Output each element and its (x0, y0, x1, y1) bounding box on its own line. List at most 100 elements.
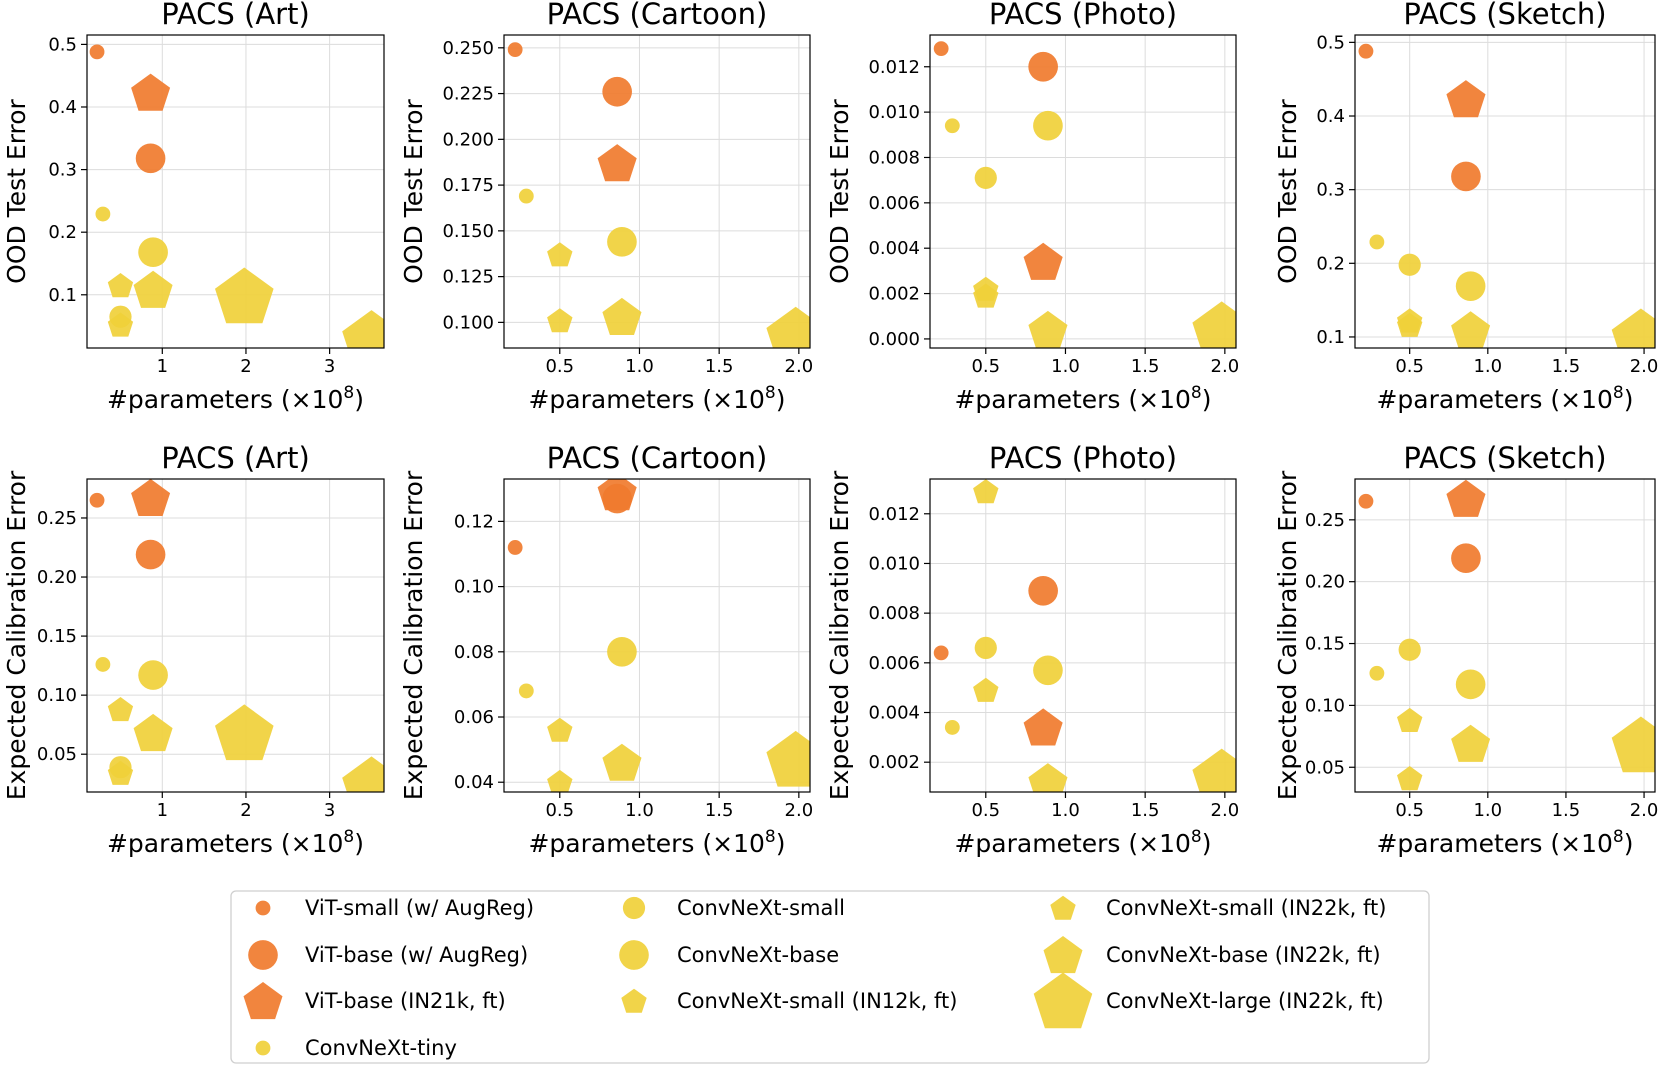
subplot-title: PACS (Sketch) (1403, 441, 1606, 475)
y-tick-label: 0.2 (48, 222, 77, 243)
axes-frame (1354, 478, 1656, 793)
point-convnext-large-in22k (766, 306, 810, 348)
x-tick-label: 0.5 (971, 356, 1000, 377)
x-axis-label: #parameters (×108) (107, 383, 364, 414)
x-tick-label: 0.5 (1395, 800, 1424, 821)
x-tick-label: 0.5 (1395, 356, 1424, 377)
point-vit-base-augreg (1451, 543, 1481, 573)
point-vit-base-in21k (1446, 479, 1486, 517)
point-convnext-large-in22k (1611, 716, 1655, 773)
subplot-title: PACS (Art) (161, 0, 310, 31)
x-tick-label: 0.5 (971, 800, 1000, 821)
legend-marker (622, 896, 646, 920)
point-convnext-small-in22k (107, 312, 134, 337)
x-tick-label: 1.5 (1552, 800, 1581, 821)
axes-frame (503, 478, 811, 793)
y-axis-label: Expected Calibration Error (1273, 470, 1302, 800)
x-tick-label: 1.5 (1131, 800, 1160, 821)
x-tick-label: 1.5 (1552, 356, 1581, 377)
legend-item-convnext-small-in12k: ConvNeXt-small (IN12k, ft) (621, 988, 957, 1013)
point-convnext-base (607, 227, 637, 257)
x-axis-label: #parameters (×108) (954, 827, 1211, 858)
legend-label: ConvNeXt-base (677, 943, 839, 967)
point-convnext-large-in22k (1611, 308, 1655, 348)
x-axis-label: #parameters (×108) (1376, 383, 1633, 414)
x-tick-label: 1.5 (1131, 356, 1160, 377)
x-tick-label: 2.0 (785, 800, 814, 821)
point-convnext-small-in22k (973, 283, 999, 308)
y-tick-label: 0.012 (868, 504, 920, 525)
point-vit-base-in21k (597, 479, 637, 511)
x-tick-label: 0.5 (545, 800, 574, 821)
legend-label: ConvNeXt-small (677, 896, 845, 920)
subplot-title: PACS (Sketch) (1403, 0, 1606, 31)
data-points (933, 41, 1236, 348)
point-vit-small-augreg (507, 540, 523, 555)
y-tick-label: 0.1 (48, 285, 77, 306)
x-tick-label: 1 (157, 800, 168, 821)
point-convnext-tiny (518, 683, 534, 699)
legend-marker (255, 900, 271, 916)
point-convnext-base-in22k (133, 270, 173, 308)
y-tick-label: 0.002 (868, 284, 920, 305)
legend-item-vit-base-augreg: ViT-base (w/ AugReg) (248, 940, 528, 970)
legend-item-convnext-small-in22k: ConvNeXt-small (IN22k, ft) (1050, 895, 1386, 920)
subplot-2: 0.5 1.0 1.5 2.0 0.100 0.125 0.150 0.175 0.200 0.2… (399, 0, 813, 414)
data-points (507, 42, 810, 348)
y-tick-label: 0.10 (37, 685, 77, 706)
axes-frame (929, 34, 1237, 349)
point-vit-small-augreg (89, 44, 105, 60)
point-convnext-base-in22k (602, 297, 642, 335)
subplot-title: PACS (Cartoon) (547, 441, 768, 475)
point-convnext-large-in22k (1192, 748, 1236, 792)
point-convnext-small-in22k (107, 760, 134, 785)
y-tick-label: 0.3 (48, 160, 77, 181)
y-tick-label: 0.10 (454, 577, 494, 598)
y-tick-label: 0.006 (868, 193, 920, 214)
point-convnext-large-in22k (342, 756, 384, 792)
point-vit-base-augreg (1028, 51, 1058, 82)
x-tick-label: 1.0 (625, 800, 654, 821)
y-tick-label: 0.04 (454, 772, 494, 793)
axes-frame (929, 478, 1237, 793)
legend-frame (230, 890, 1430, 1064)
y-tick-label: 0.004 (868, 238, 920, 259)
point-convnext-large-in22k (766, 730, 810, 787)
point-convnext-tiny (1369, 665, 1385, 681)
point-convnext-tiny (518, 188, 534, 204)
point-convnext-base (138, 237, 168, 268)
point-convnext-base-in22k (602, 743, 642, 781)
x-axis-label: #parameters (×108) (528, 383, 785, 414)
point-convnext-base (607, 636, 637, 667)
legend-marker (243, 982, 283, 1020)
point-convnext-small (1398, 253, 1421, 276)
point-vit-base-in21k (597, 144, 637, 182)
x-tick-label: 2.0 (1630, 800, 1659, 821)
y-axis-label: OOD Test Error (825, 98, 854, 283)
point-convnext-tiny (95, 657, 111, 672)
x-tick-label: 1.0 (1473, 356, 1502, 377)
x-tick-label: 2.0 (1630, 356, 1659, 377)
legend: ViT-small (w/ AugReg) ConvNeXt-small ConvN… (230, 890, 1430, 1064)
subplot-title: PACS (Art) (161, 441, 310, 475)
subplot-title: PACS (Photo) (989, 0, 1177, 31)
point-convnext-small-in22k (547, 769, 573, 792)
x-tick-label: 0.5 (545, 356, 574, 377)
x-tick-label: 1.5 (705, 356, 734, 377)
x-tick-label: 3 (324, 356, 335, 377)
point-vit-base-in21k (1023, 242, 1063, 280)
y-axis-label: Expected Calibration Error (825, 470, 854, 800)
point-convnext-tiny (1369, 234, 1385, 250)
y-tick-label: 0.004 (868, 703, 920, 724)
y-tick-label: 0.010 (868, 102, 920, 123)
legend-item-convnext-tiny: ConvNeXt-tiny (255, 1036, 457, 1060)
point-convnext-tiny (95, 206, 111, 222)
y-tick-label: 0.002 (868, 752, 920, 773)
y-tick-label: 0.25 (37, 508, 77, 529)
legend-marker (1033, 972, 1093, 1029)
x-tick-label: 1.0 (1051, 800, 1080, 821)
x-tick-label: 2 (240, 356, 251, 377)
legend-marker (621, 988, 647, 1013)
y-tick-label: 0.008 (868, 147, 920, 168)
